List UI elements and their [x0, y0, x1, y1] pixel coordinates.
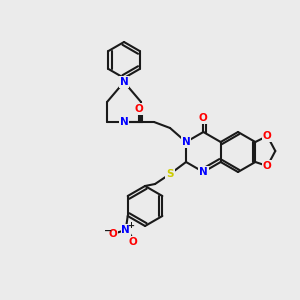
Text: O: O: [135, 104, 143, 114]
Text: −: −: [104, 226, 112, 236]
Text: N: N: [121, 225, 130, 235]
Text: N: N: [120, 77, 128, 87]
Text: +: +: [127, 220, 134, 230]
Text: N: N: [120, 117, 128, 127]
Text: O: O: [263, 161, 272, 171]
Text: O: O: [199, 113, 208, 123]
Text: O: O: [263, 131, 272, 141]
Text: S: S: [166, 169, 174, 179]
Text: O: O: [128, 237, 137, 247]
Text: N: N: [199, 167, 208, 177]
Text: N: N: [182, 137, 190, 147]
Text: O: O: [108, 229, 117, 239]
